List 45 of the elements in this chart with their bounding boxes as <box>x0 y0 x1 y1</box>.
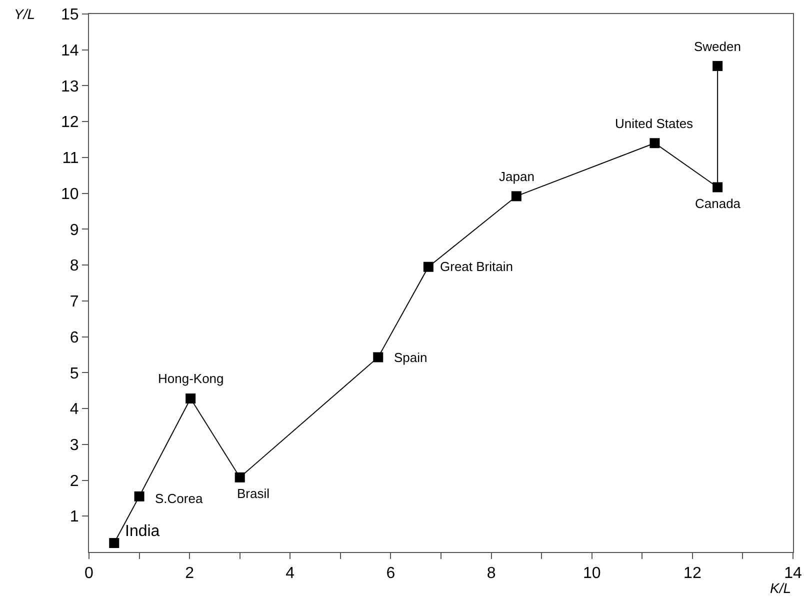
annotation: Great Britain <box>440 259 513 274</box>
annotation: United States <box>615 116 694 131</box>
y-tick-label: 12 <box>61 114 79 132</box>
y-tick-label: 15 <box>61 6 79 24</box>
annotation: S.Corea <box>155 491 204 506</box>
x-axis-title: K/L <box>770 580 792 596</box>
y-tick-label: 14 <box>61 42 79 60</box>
x-tick-label: 6 <box>386 565 396 582</box>
x-tick-label: 12 <box>684 565 702 582</box>
annotation: Hong-Kong <box>158 371 224 386</box>
annotation: Sweden <box>694 39 741 54</box>
annotation: Spain <box>394 350 428 365</box>
y-tick-label: 9 <box>70 222 79 239</box>
point <box>186 393 196 404</box>
point <box>373 352 384 362</box>
y-tick-label: 4 <box>70 401 79 418</box>
x-tick-label: 14 <box>784 565 802 582</box>
annotation: Canada <box>695 196 742 211</box>
x-tick-label: 2 <box>185 565 194 582</box>
y-tick-label: 13 <box>61 78 79 96</box>
point <box>423 262 434 272</box>
point <box>511 191 522 202</box>
y-tick-label: 3 <box>70 437 79 454</box>
y-tick-label: 2 <box>70 472 79 490</box>
y-tick-label: 7 <box>70 294 79 311</box>
y-tick-label: 5 <box>70 365 79 382</box>
annotation: Brasil <box>237 486 270 501</box>
point <box>234 472 245 482</box>
point <box>650 138 660 148</box>
y-tick-label: 10 <box>61 186 79 203</box>
x-tick-label: 8 <box>486 565 496 582</box>
y-tick-label: 11 <box>62 150 79 168</box>
x-tick-label: 0 <box>84 565 94 582</box>
annotation: India <box>125 523 160 540</box>
annotation: Japan <box>499 169 534 184</box>
x-tick-label: 10 <box>582 565 601 582</box>
y-tick-label: 6 <box>70 329 79 346</box>
point <box>712 61 723 72</box>
point <box>134 491 144 502</box>
x-tick-label: 4 <box>286 565 295 582</box>
point <box>712 182 723 192</box>
y-tick-label: 8 <box>70 258 79 275</box>
point <box>109 538 120 548</box>
y-axis-title: Y/L <box>14 6 36 22</box>
y-tick-label: 1 <box>70 508 79 526</box>
